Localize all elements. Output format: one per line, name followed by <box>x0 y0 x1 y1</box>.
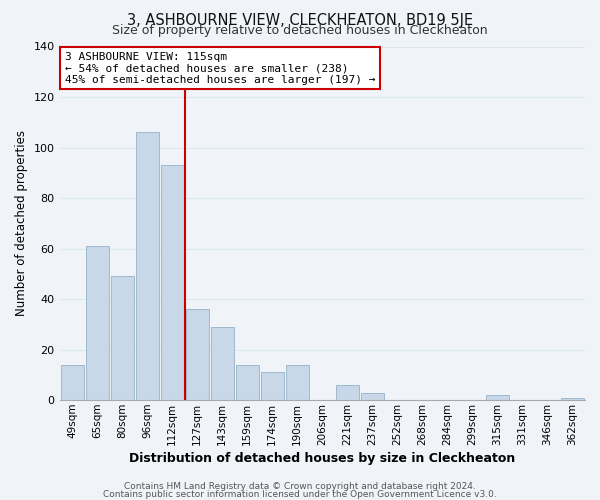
Bar <box>236 365 259 400</box>
Text: 3 ASHBOURNE VIEW: 115sqm
← 54% of detached houses are smaller (238)
45% of semi-: 3 ASHBOURNE VIEW: 115sqm ← 54% of detach… <box>65 52 375 85</box>
Bar <box>336 385 359 400</box>
Bar <box>110 276 134 400</box>
X-axis label: Distribution of detached houses by size in Cleckheaton: Distribution of detached houses by size … <box>129 452 515 465</box>
Bar <box>185 309 209 400</box>
Bar <box>361 392 384 400</box>
Bar <box>136 132 158 400</box>
Bar <box>261 372 284 400</box>
Bar <box>286 365 309 400</box>
Bar <box>161 165 184 400</box>
Text: 3, ASHBOURNE VIEW, CLECKHEATON, BD19 5JE: 3, ASHBOURNE VIEW, CLECKHEATON, BD19 5JE <box>127 12 473 28</box>
Text: Size of property relative to detached houses in Cleckheaton: Size of property relative to detached ho… <box>112 24 488 37</box>
Bar <box>211 327 233 400</box>
Text: Contains public sector information licensed under the Open Government Licence v3: Contains public sector information licen… <box>103 490 497 499</box>
Bar <box>561 398 584 400</box>
Bar <box>61 365 83 400</box>
Y-axis label: Number of detached properties: Number of detached properties <box>15 130 28 316</box>
Bar <box>486 395 509 400</box>
Bar <box>86 246 109 400</box>
Text: Contains HM Land Registry data © Crown copyright and database right 2024.: Contains HM Land Registry data © Crown c… <box>124 482 476 491</box>
